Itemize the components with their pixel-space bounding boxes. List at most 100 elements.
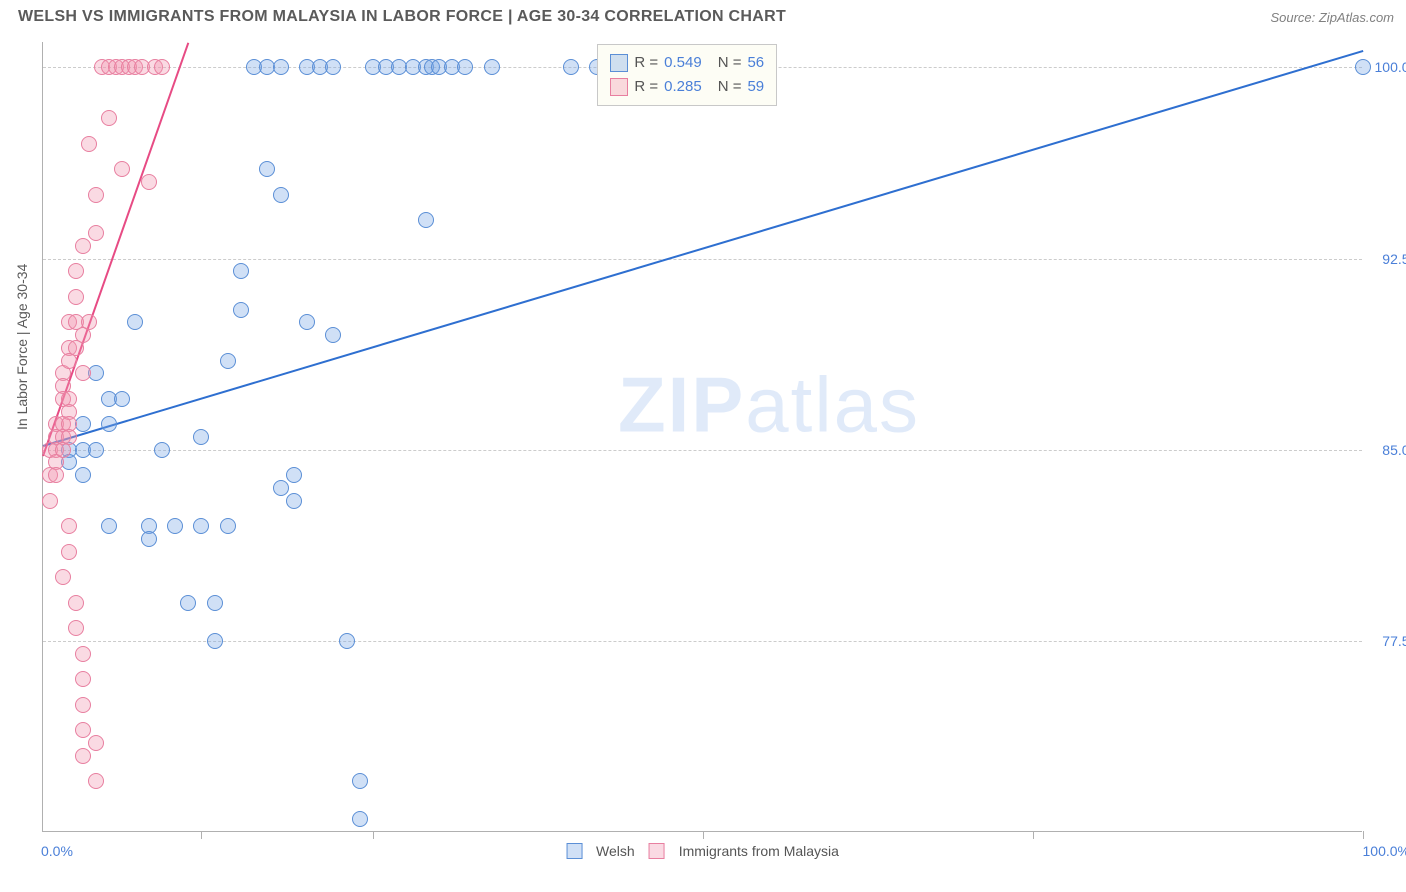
scatter-chart: ZIPatlas 77.5%85.0%92.5%100.0%0.0%100.0%… xyxy=(42,42,1362,832)
scatter-point xyxy=(88,442,104,458)
watermark: ZIPatlas xyxy=(618,360,920,451)
scatter-point xyxy=(193,429,209,445)
legend-r-label: R = xyxy=(634,51,658,75)
chart-header: WELSH VS IMMIGRANTS FROM MALAYSIA IN LAB… xyxy=(0,0,1406,32)
scatter-point xyxy=(68,620,84,636)
legend-swatch xyxy=(649,843,665,859)
y-tick-label: 100.0% xyxy=(1367,59,1406,75)
scatter-point xyxy=(42,493,58,509)
y-tick-label: 85.0% xyxy=(1367,442,1406,458)
legend-n-value: 59 xyxy=(747,75,764,99)
scatter-point xyxy=(68,595,84,611)
scatter-point xyxy=(418,212,434,228)
scatter-point xyxy=(154,59,170,75)
scatter-point xyxy=(286,493,302,509)
gridline-h xyxy=(43,641,1362,642)
legend-n-label: N = xyxy=(718,75,742,99)
scatter-point xyxy=(81,314,97,330)
legend-r-label: R = xyxy=(634,75,658,99)
x-tick xyxy=(1363,831,1364,839)
scatter-point xyxy=(1355,59,1371,75)
scatter-point xyxy=(352,773,368,789)
scatter-point xyxy=(75,365,91,381)
scatter-point xyxy=(101,110,117,126)
scatter-point xyxy=(101,518,117,534)
legend-row: R =0.285 N =59 xyxy=(610,75,764,99)
scatter-point xyxy=(68,263,84,279)
scatter-point xyxy=(81,136,97,152)
scatter-point xyxy=(259,161,275,177)
scatter-point xyxy=(141,531,157,547)
source-attribution: Source: ZipAtlas.com xyxy=(1270,10,1394,25)
y-axis-label: In Labor Force | Age 30-34 xyxy=(14,264,30,430)
scatter-point xyxy=(207,595,223,611)
y-tick-label: 77.5% xyxy=(1367,633,1406,649)
scatter-point xyxy=(88,735,104,751)
scatter-point xyxy=(273,59,289,75)
legend-swatch xyxy=(566,843,582,859)
legend-series-label: Immigrants from Malaysia xyxy=(679,843,839,859)
legend-row: R =0.549 N =56 xyxy=(610,51,764,75)
scatter-point xyxy=(101,416,117,432)
scatter-point xyxy=(484,59,500,75)
legend-series-label: Welsh xyxy=(596,843,635,859)
scatter-point xyxy=(167,518,183,534)
x-tick xyxy=(703,831,704,839)
scatter-point xyxy=(220,518,236,534)
scatter-point xyxy=(61,544,77,560)
scatter-point xyxy=(75,467,91,483)
scatter-point xyxy=(68,289,84,305)
scatter-point xyxy=(88,225,104,241)
scatter-point xyxy=(88,773,104,789)
scatter-point xyxy=(75,646,91,662)
scatter-point xyxy=(180,595,196,611)
scatter-point xyxy=(48,467,64,483)
legend-r-value: 0.285 xyxy=(664,75,702,99)
scatter-point xyxy=(114,161,130,177)
scatter-point xyxy=(220,353,236,369)
legend-swatch xyxy=(610,78,628,96)
scatter-point xyxy=(75,722,91,738)
x-tick xyxy=(1033,831,1034,839)
scatter-point xyxy=(75,748,91,764)
chart-title: WELSH VS IMMIGRANTS FROM MALAYSIA IN LAB… xyxy=(18,8,786,26)
series-legend: Welsh Immigrants from Malaysia xyxy=(566,843,839,859)
scatter-point xyxy=(61,518,77,534)
scatter-point xyxy=(127,314,143,330)
legend-n-label: N = xyxy=(718,51,742,75)
scatter-point xyxy=(273,480,289,496)
scatter-point xyxy=(339,633,355,649)
legend-n-value: 56 xyxy=(747,51,764,75)
x-tick xyxy=(201,831,202,839)
scatter-point xyxy=(325,327,341,343)
x-tick xyxy=(373,831,374,839)
scatter-point xyxy=(75,238,91,254)
correlation-legend: R =0.549 N =56 R =0.285 N =59 xyxy=(597,44,777,106)
scatter-point xyxy=(193,518,209,534)
scatter-point xyxy=(61,429,77,445)
scatter-point xyxy=(154,442,170,458)
scatter-point xyxy=(207,633,223,649)
scatter-point xyxy=(325,59,341,75)
scatter-point xyxy=(352,811,368,827)
legend-swatch xyxy=(610,54,628,72)
scatter-point xyxy=(75,671,91,687)
scatter-point xyxy=(141,174,157,190)
scatter-point xyxy=(457,59,473,75)
scatter-point xyxy=(273,187,289,203)
x-axis-label-right: 100.0% xyxy=(1363,843,1406,859)
y-tick-label: 92.5% xyxy=(1367,251,1406,267)
trend-line xyxy=(43,50,1364,447)
scatter-point xyxy=(286,467,302,483)
scatter-point xyxy=(55,569,71,585)
scatter-point xyxy=(299,314,315,330)
scatter-point xyxy=(75,697,91,713)
scatter-point xyxy=(233,302,249,318)
scatter-point xyxy=(88,187,104,203)
gridline-h xyxy=(43,259,1362,260)
scatter-point xyxy=(563,59,579,75)
gridline-h xyxy=(43,450,1362,451)
legend-r-value: 0.549 xyxy=(664,51,702,75)
scatter-point xyxy=(233,263,249,279)
x-axis-label-left: 0.0% xyxy=(41,843,73,859)
